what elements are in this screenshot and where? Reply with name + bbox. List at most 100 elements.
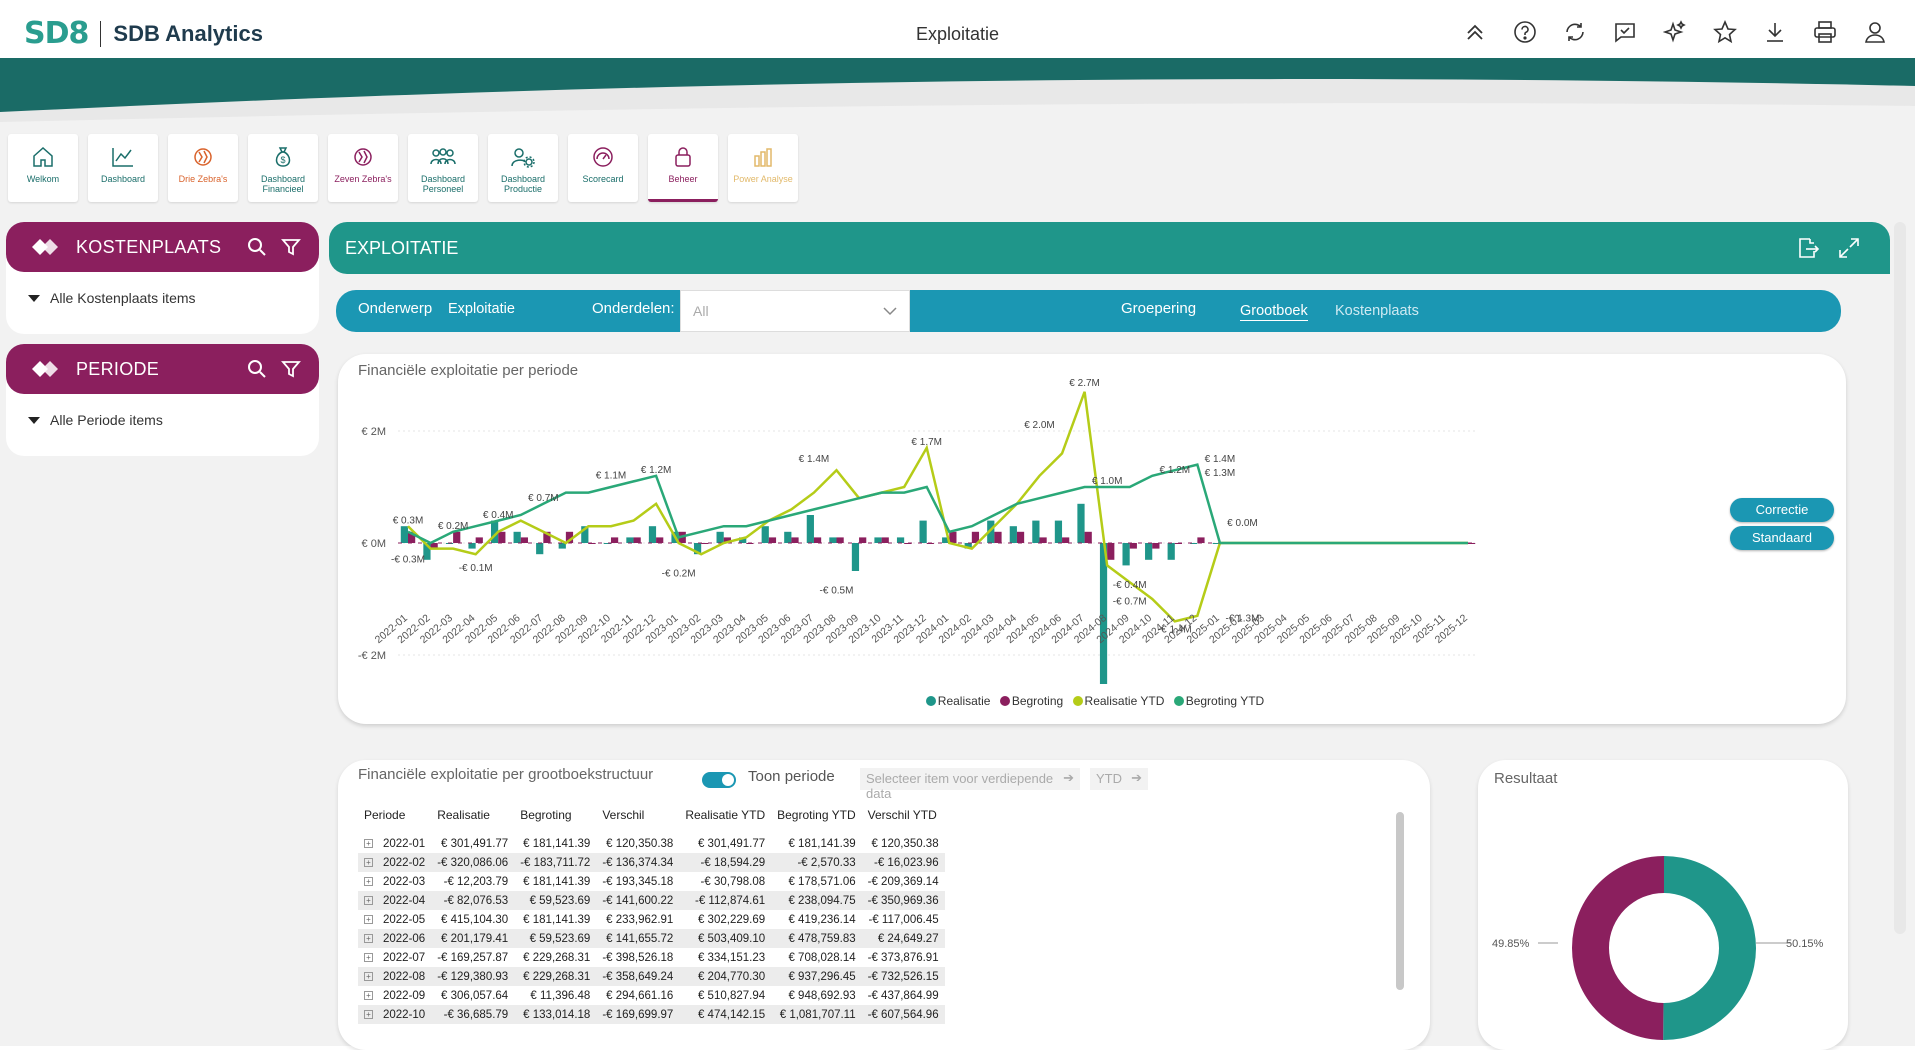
top-toolbar [1461,18,1889,46]
chevron-up-icon[interactable] [1461,18,1489,46]
bar-realisatie [1122,543,1130,566]
expand-triangle-icon[interactable] [28,294,40,302]
expand-plus-icon[interactable]: + [364,838,373,848]
value-cell: € 141,655.72 [596,929,680,948]
brand-logo[interactable]: SD8 SDB Analytics [24,16,263,51]
table-row[interactable]: +2022-02 -€ 320,086.06 -€ 183,711.72 -€ 136… [358,853,945,872]
value-cell: € 301,491.77 [697,837,766,850]
expand-plus-icon[interactable]: + [364,1009,373,1019]
toon-periode-toggle[interactable] [702,772,736,788]
donut-slice-right[interactable] [1663,856,1756,1040]
export-icon[interactable] [1796,237,1820,259]
filter-icon[interactable] [281,359,301,379]
sparkle-icon[interactable] [1661,18,1689,46]
column-header[interactable]: Begroting YTD [777,808,856,822]
standaard-button[interactable]: Standaard [1730,526,1834,550]
expand-plus-icon[interactable]: + [364,933,373,943]
app-tile-dashboard[interactable]: Dashboard [88,134,158,202]
value-cell: € 238,094.75 [771,891,862,910]
slicer-tree-item[interactable]: Alle Periode items [6,394,319,428]
table-row[interactable]: +2022-01 € 301,491.77 € 181,141.39 € 120,35… [358,834,945,853]
expand-icon[interactable] [1838,237,1860,259]
value-cell: € 294,661.16 [606,989,674,1002]
select-item-box[interactable]: Selecteer item voor verdiepende data ➔ [860,768,1080,801]
app-tile-dashboard-financieel[interactable]: $ Dashboard Financieel [248,134,318,202]
value-cell: € 478,759.83 [771,929,862,948]
value-cell: -€ 209,369.14 [867,875,939,888]
bar-realisatie [490,520,499,543]
period-cell: +2022-08 [358,967,432,986]
expand-plus-icon[interactable]: + [364,895,373,905]
expand-plus-icon[interactable]: + [364,876,373,886]
legend-begroting: Begroting [1011,694,1064,708]
legend-realisatie-ytd: Realisatie YTD [1084,694,1165,708]
app-tile-drie-zebras[interactable]: Drie Zebra's [168,134,238,202]
expand-triangle-icon[interactable] [28,416,40,424]
expand-plus-icon[interactable]: + [364,952,373,962]
data-label: € 1.3M [1205,468,1236,479]
app-tile-power-analyse[interactable]: Power Analyse [728,134,798,202]
expand-plus-icon[interactable]: + [364,914,373,924]
column-header[interactable]: Begroting [520,808,572,822]
expand-plus-icon[interactable]: + [364,990,373,1000]
slicer-header: KOSTENPLAATS [6,222,319,272]
app-tile-scorecard[interactable]: Scorecard [568,134,638,202]
table-row[interactable]: +2022-04 -€ 82,076.53 € 59,523.69 -€ 141,60… [358,891,945,910]
table-row[interactable]: +2022-10 -€ 36,685.79 € 133,014.18 -€ 169,6… [358,1005,945,1024]
app-tile-dashboard-personeel[interactable]: Dashboard Personeel [408,134,478,202]
correctie-button[interactable]: Correctie [1730,498,1834,522]
onderdelen-dropdown[interactable]: All [680,290,910,332]
table-card: Financiële exploitatie per grootboekstru… [338,760,1430,1050]
value-cell: -€ 373,876.91 [867,951,939,964]
table-row[interactable]: +2022-06 € 201,179.41 € 59,523.69 € 141,655… [358,929,945,948]
donut-slice-left[interactable] [1571,856,1664,1040]
search-icon[interactable] [247,359,267,379]
column-header[interactable]: Realisatie [437,808,490,822]
onderwerp-value[interactable]: Exploitatie [448,301,515,317]
bar-realisatie [874,537,882,543]
bar-realisatie [423,543,431,560]
table-row[interactable]: +2022-07 -€ 169,257.87 € 229,268.31 -€ 398,… [358,948,945,967]
app-tile-label: Dashboard Personeel [420,174,466,194]
table-row[interactable]: +2022-08 -€ 129,380.93 € 229,268.31 -€ 358,… [358,967,945,986]
table-row[interactable]: +2022-09 € 306,057.64 € 11,396.48 € 294,661… [358,986,945,1005]
user-icon[interactable] [1861,18,1889,46]
table-row[interactable]: +2022-05 € 415,104.30 € 181,141.39 € 233,96… [358,910,945,929]
comment-icon[interactable] [1611,18,1639,46]
column-header[interactable]: Verschil [602,808,645,822]
slicer-tree-item[interactable]: Alle Kostenplaats items [6,272,319,306]
star-icon[interactable] [1711,18,1739,46]
column-header[interactable]: Verschil YTD [867,808,937,822]
app-tile-label: Beheer [668,174,698,184]
bar-realisatie [558,543,566,549]
app-tile-zeven-zebras[interactable]: Zeven Zebra's [328,134,398,202]
period-cell: +2022-07 [358,948,431,967]
app-tile-dashboard-productie[interactable]: Dashboard Productie [488,134,558,202]
filter-icon[interactable] [281,237,301,257]
groepering-option-grootboek[interactable]: Grootboek [1240,303,1308,321]
print-icon[interactable] [1811,18,1839,46]
search-icon[interactable] [247,237,267,257]
bar-chart-icon [754,148,772,167]
bar-realisatie [1212,543,1220,544]
section-title: EXPLOITATIE [345,237,459,258]
expand-plus-icon[interactable]: + [364,857,373,867]
value-cell: -€ 16,023.96 [861,853,945,872]
column-header[interactable]: Realisatie YTD [685,808,766,822]
download-icon[interactable] [1761,18,1789,46]
ytd-button[interactable]: YTD ➔ [1090,768,1148,790]
app-tile-welkom[interactable]: Welkom [8,134,78,202]
column-header[interactable]: Periode [364,808,406,822]
table-scrollbar[interactable] [1396,812,1404,990]
bar-begroting [610,537,619,543]
page-scrollbar[interactable] [1894,222,1906,934]
value-cell: € 59,523.69 [514,891,597,910]
app-tile-beheer[interactable]: Beheer [648,134,718,202]
data-table: Periode Realisatie Begroting Verschil Realis… [358,804,945,1024]
refresh-icon[interactable] [1561,18,1589,46]
help-icon[interactable] [1511,18,1539,46]
table-row[interactable]: +2022-03 -€ 12,203.79 € 181,141.39 -€ 193,3… [358,872,945,891]
groepering-option-kostenplaats[interactable]: Kostenplaats [1335,303,1419,319]
data-label: € 1.2M [1160,465,1191,476]
expand-plus-icon[interactable]: + [364,971,373,981]
